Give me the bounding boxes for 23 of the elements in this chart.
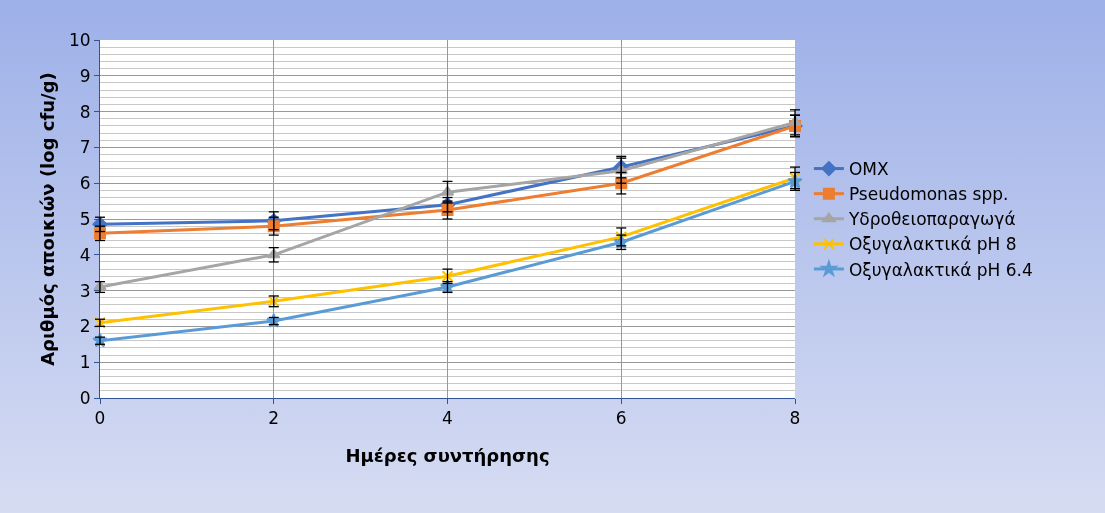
legend-label: Οξυγαλακτικά pH 8 bbox=[848, 234, 1017, 255]
x-tick-label: 0 bbox=[94, 408, 106, 429]
x-tick-label: 4 bbox=[442, 408, 453, 429]
x-tick-label: 8 bbox=[789, 408, 801, 429]
y-tick-label: 2 bbox=[79, 316, 91, 337]
legend-label: OMX bbox=[848, 159, 889, 180]
y-tick-label: 3 bbox=[79, 280, 91, 301]
y-tick-label: 9 bbox=[79, 65, 91, 86]
y-tick-label: 0 bbox=[79, 387, 91, 408]
y-tick-label: 8 bbox=[79, 101, 91, 122]
legend-label: Οξυγαλακτικά pH 6.4 bbox=[848, 259, 1033, 280]
legend-label: Υδροθειοπαραγωγά bbox=[847, 209, 1016, 230]
x-tick-label: 6 bbox=[615, 408, 627, 429]
y-tick-label: 1 bbox=[79, 352, 91, 373]
y-tick-label: 7 bbox=[79, 137, 91, 158]
y-tick-label: 4 bbox=[79, 244, 91, 265]
x-axis-title: Ημέρες συντήρησης bbox=[345, 445, 550, 466]
y-axis-title: Αριθμός αποικιών (log cfu/g) bbox=[37, 72, 58, 366]
x-tick-label: 2 bbox=[268, 408, 280, 429]
y-tick-label: 6 bbox=[79, 173, 91, 194]
y-tick-label: 5 bbox=[79, 208, 91, 229]
y-tick-label: 10 bbox=[68, 29, 91, 50]
legend-label: Pseudomonas spp. bbox=[848, 184, 1009, 205]
